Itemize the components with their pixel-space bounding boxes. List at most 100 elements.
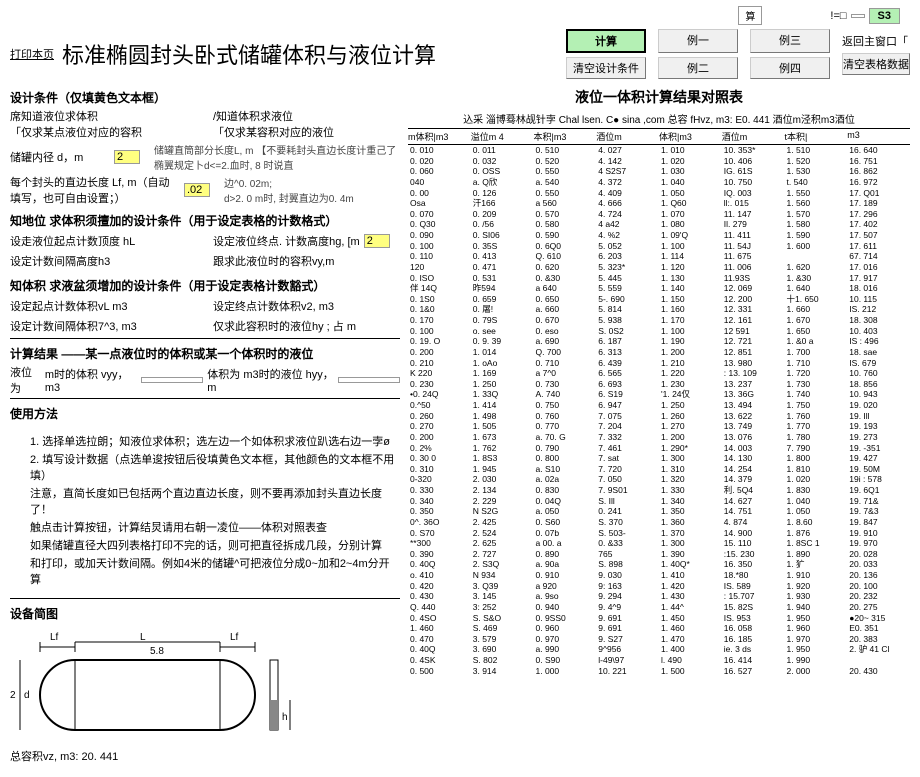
- table-cell: 6. 203: [596, 251, 659, 262]
- example1-button[interactable]: 例一: [658, 29, 738, 53]
- table-cell: 1. 700: [785, 347, 848, 358]
- table-cell: Osa: [408, 198, 471, 209]
- table-cell: 1. 505: [471, 421, 534, 432]
- label-d: 储罐内径 d，m: [10, 149, 110, 165]
- table-cell: 2. S3Q: [471, 559, 534, 570]
- table-cell: N S2G: [471, 506, 534, 517]
- table-cell: 12 591: [722, 326, 785, 337]
- example4-button[interactable]: 例四: [750, 57, 830, 79]
- table-cell: 1. 750: [785, 400, 848, 411]
- table-cell: 19. 847: [847, 517, 910, 528]
- table-cell: 17. Q01: [847, 188, 910, 199]
- table-cell: 4. 372: [596, 177, 659, 188]
- table-cell: 利. 5Q4: [722, 485, 785, 496]
- table-cell: 17. 507: [847, 230, 910, 241]
- table-cell: 1. 犷: [785, 559, 848, 570]
- table-cell: 20. 028: [847, 549, 910, 560]
- table-cell: 14. 900: [722, 528, 785, 539]
- table-cell: 12. 161: [722, 315, 785, 326]
- table-cell: 0. 340: [408, 496, 471, 507]
- clear-conditions-button[interactable]: 清空设计条件: [566, 57, 646, 79]
- example2-button[interactable]: 例二: [658, 57, 738, 79]
- table-cell: 1. 100: [659, 241, 722, 252]
- return-link[interactable]: 返回主窗口「: [842, 33, 910, 49]
- table-cell: S. 898: [596, 559, 659, 570]
- table-cell: 1. 030: [659, 166, 722, 177]
- table-cell: 19. 193: [847, 421, 910, 432]
- method-item: 触点击计算按钮，计算结炅请用右朝一凌位——体积对照表查: [30, 519, 400, 535]
- table-cell: 6. 947: [596, 400, 659, 411]
- table-cell: 1. 260: [659, 411, 722, 422]
- label-lf: 每个封头的直边长度 Lf, m（自动填写，也可自由设置；）: [10, 174, 180, 206]
- table-cell: ●20~ 315: [847, 613, 910, 624]
- table-cell: 040: [408, 177, 471, 188]
- table-cell: S. S&O: [471, 613, 534, 624]
- table-cell: IS : 496: [847, 336, 910, 347]
- table-cell: 0. 470: [408, 634, 471, 645]
- table-cell: 0. 270: [408, 421, 471, 432]
- table-cell: **300: [408, 538, 471, 549]
- table-cell: 0. 650: [534, 294, 597, 305]
- input-lf[interactable]: .02: [184, 183, 210, 197]
- table-cell: 0. 830: [534, 485, 597, 496]
- table-cell: 1. 600: [785, 241, 848, 252]
- table-cell: 2. 425: [471, 517, 534, 528]
- table-cell: 0. SI06: [471, 230, 534, 241]
- table-cell: 伴 14Q: [408, 283, 471, 294]
- table-cell: 20. 100: [847, 581, 910, 592]
- table-cell: 2. 驴 41 Cl: [847, 644, 910, 655]
- table-cell: 15. 110: [722, 538, 785, 549]
- table-cell: 1. 140: [659, 283, 722, 294]
- method-item: 如果储罐直径大四列表格打印不完的话，则可把直径拆成几段，分别计算: [30, 537, 400, 553]
- table-cell: t. 540: [785, 177, 848, 188]
- table-cell: 0. 200: [408, 347, 471, 358]
- table-cell: 1. 290*: [659, 443, 722, 454]
- table-cell: : 15.707: [722, 591, 785, 602]
- table-cell: 1. 762: [471, 443, 534, 454]
- table-cell: 1. 050: [785, 506, 848, 517]
- table-cell: 0. ISO: [408, 273, 471, 284]
- print-link[interactable]: 打印本页: [10, 46, 54, 62]
- table-cell: 18.*80: [722, 570, 785, 581]
- table-cell: 765: [596, 549, 659, 560]
- table-cell: 9. S27: [596, 634, 659, 645]
- table-cell: 1. 500: [659, 666, 722, 677]
- table-cell: 0. 19. O: [408, 336, 471, 347]
- table-cell: 19. 71&: [847, 496, 910, 507]
- input-d[interactable]: 2: [114, 150, 140, 164]
- only-point-volume[interactable]: 「仅求某点液位对应的容积: [10, 124, 197, 140]
- table-header: m体积|m3溢位m 4本积|m3酒位m体积|m3酒位mt本积|m3: [408, 128, 910, 145]
- table-cell: 1. 250: [659, 400, 722, 411]
- table-cell: 14. 379: [722, 474, 785, 485]
- table-cell: 1. 830: [785, 485, 848, 496]
- section6-title: 设备简图: [10, 605, 400, 622]
- mode-vol-to-level[interactable]: /知道体积求液位: [213, 108, 400, 124]
- result-h-value: [338, 377, 400, 383]
- result-v-label: m时的体积 vyy，m3: [45, 366, 137, 394]
- table-cell: 3. 914: [471, 666, 534, 677]
- table-cell: 1. 200: [659, 347, 722, 358]
- table-cell: 19. 970: [847, 538, 910, 549]
- example3-button[interactable]: 例三: [750, 29, 830, 53]
- table-cell: 2. 030: [471, 474, 534, 485]
- table-cell: 1. 670: [785, 315, 848, 326]
- calc-button[interactable]: 计算: [566, 29, 646, 53]
- input-hg[interactable]: 2: [364, 234, 390, 248]
- table-cell: 3: 252: [471, 602, 534, 613]
- mode-level-to-vol[interactable]: 席知道液位求体积: [10, 108, 197, 124]
- table-cell: 20. 232: [847, 591, 910, 602]
- table-cell: 0. eso: [534, 326, 597, 337]
- table-cell: 1. 460: [408, 623, 471, 634]
- only-point-level[interactable]: 「仅求某容积对应的液位: [213, 124, 400, 140]
- table-cell: 17. 917: [847, 273, 910, 284]
- table-cell: 0. 760: [534, 411, 597, 422]
- table-credit: 込采 淄博蓦林觇针孛 Chal lsen. C● sina ,com 总容 fH…: [408, 111, 910, 126]
- clear-table-button[interactable]: 清空表格数据: [842, 53, 910, 75]
- table-cell: 0. 070: [408, 209, 471, 220]
- table-cell: 1. 420: [659, 581, 722, 592]
- table-cell: 0. 010: [408, 145, 471, 156]
- table-cell: 0. 790: [534, 443, 597, 454]
- table-cell: 6. 187: [596, 336, 659, 347]
- label-hl: 设走液位起点计数顶度 hL: [10, 233, 135, 249]
- table-cell: 67. 714: [847, 251, 910, 262]
